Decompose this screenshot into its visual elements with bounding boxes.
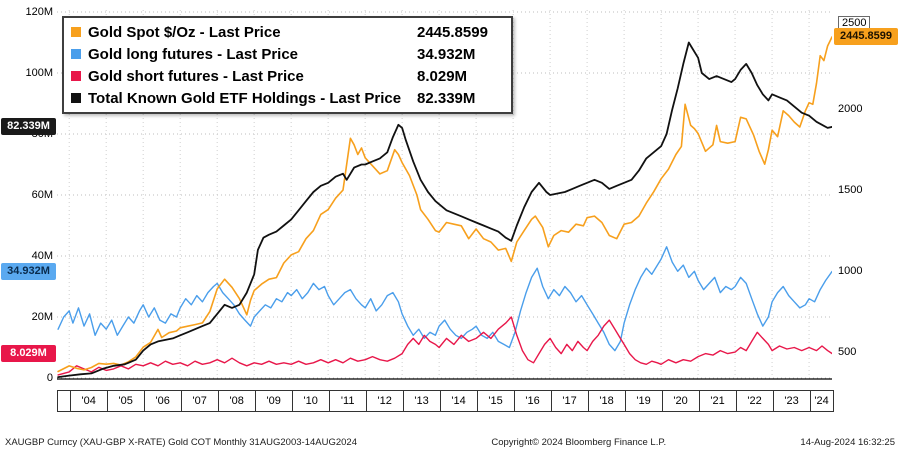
year-tick [773,391,775,411]
y-axis-label-right: 1500 [838,184,863,197]
y-axis-label-right: 2000 [838,103,863,116]
y-axis-label-left: 20M [31,311,53,323]
y-axis-label-left: 100M [25,67,53,79]
year-tick [514,391,516,411]
legend-label: Total Known Gold ETF Holdings - Last Pri… [88,89,402,107]
y-axis-label-left: 0 [46,372,53,384]
year-tick [625,391,627,411]
y-axis-label-left: 60M [31,189,53,201]
x-axis-year-label: '22 [747,395,762,407]
year-tick [107,391,109,411]
legend-label: Gold short futures - Last Price [88,67,304,85]
x-axis-year-label: '09 [266,395,281,407]
series-line [57,316,832,376]
short-futures-marker-icon [71,71,81,81]
legend-value: 8.029M [417,67,468,85]
y-axis-label-left: 120M [25,6,53,18]
legend-row-short-futures[interactable]: Gold short futures - Last Price 8.029M [71,65,503,87]
year-tick [403,391,405,411]
year-tick [736,391,738,411]
year-tick [144,391,146,411]
legend-row-gold-spot[interactable]: Gold Spot $/Oz - Last Price 2445.8599 [71,21,503,43]
year-tick [440,391,442,411]
x-axis-year-label: '19 [636,395,651,407]
x-axis-year-label: '20 [673,395,688,407]
x-axis-year-label: '23 [784,395,799,407]
year-tick [218,391,220,411]
footer-timestamp: 14-Aug-2024 16:32:25 [800,437,895,448]
y-axis-label-right: 1000 [838,265,863,278]
x-axis-year-label: '12 [377,395,392,407]
axis-flag-short-futures: 8.029M [1,345,56,362]
year-tick [181,391,183,411]
series-line [57,246,832,352]
year-tick [588,391,590,411]
x-axis-year-label: '13 [414,395,429,407]
axis-flag-etf-holdings: 82.339M [1,118,56,136]
y-axis-label-left: 40M [31,250,53,262]
x-axis-year-label: '24 [814,395,829,407]
legend-row-etf-holdings[interactable]: Total Known Gold ETF Holdings - Last Pri… [71,87,503,109]
legend-row-long-futures[interactable]: Gold long futures - Last Price 34.932M [71,43,503,65]
footer: XAUGBP Curncy (XAU-GBP X-RATE) Gold COT … [5,437,895,448]
year-tick [292,391,294,411]
year-tick [477,391,479,411]
x-axis-year-label: '04 [81,395,96,407]
year-tick [70,391,72,411]
legend-value: 82.339M [417,89,476,107]
year-tick [662,391,664,411]
legend-value: 2445.8599 [417,23,488,41]
x-axis-year-label: '06 [155,395,170,407]
gold-spot-marker-icon [71,27,81,37]
plot-area[interactable] [57,8,832,380]
x-axis-year-label: '10 [303,395,318,407]
x-axis-year-label: '16 [525,395,540,407]
year-tick [699,391,701,411]
year-tick [329,391,331,411]
axis-flag-long-futures: 34.932M [1,262,56,280]
legend-label: Gold Spot $/Oz - Last Price [88,23,281,41]
x-axis-year-label: '17 [562,395,577,407]
x-axis-year-label: '18 [599,395,614,407]
x-axis-year-label: '14 [451,395,466,407]
year-tick [810,391,812,411]
x-axis-year-row: '04 '05 '06 '07 '08 '09 '10 '11 '12 '13 '14 '15 '16 '… [57,390,834,412]
series-line [57,41,832,379]
legend: Gold Spot $/Oz - Last Price 2445.8599 Go… [62,16,513,114]
year-tick [551,391,553,411]
x-axis-year-label: '21 [710,395,725,407]
axis-flag-gold-spot: 2445.8599 [834,28,898,46]
x-axis-year-label: '08 [229,395,244,407]
footer-security-info: XAUGBP Curncy (XAU-GBP X-RATE) Gold COT … [5,437,357,448]
legend-label: Gold long futures - Last Price [88,45,299,63]
legend-value: 34.932M [417,45,476,63]
series-line [57,36,832,373]
long-futures-marker-icon [71,49,81,59]
footer-copyright: Copyright© 2024 Bloomberg Finance L.P. [491,437,667,448]
x-axis-year-label: '05 [118,395,133,407]
x-axis-year-label: '11 [340,395,355,407]
etf-holdings-marker-icon [71,93,81,103]
y-axis-label-right: 500 [838,346,857,359]
plot-svg[interactable] [57,8,832,380]
x-axis-year-label: '07 [192,395,207,407]
x-axis-year-label: '15 [488,395,503,407]
year-tick [366,391,368,411]
year-tick [255,391,257,411]
